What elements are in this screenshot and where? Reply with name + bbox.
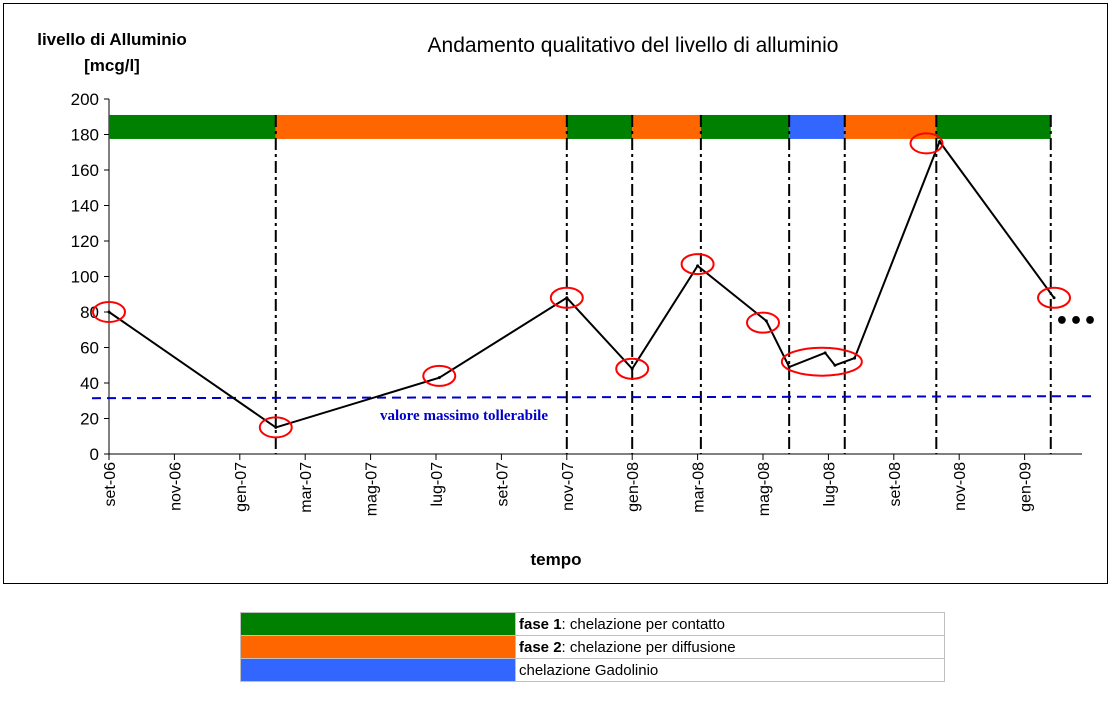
data-point xyxy=(823,351,827,355)
data-point xyxy=(437,376,441,380)
legend-row: fase 2: chelazione per diffusione xyxy=(240,635,945,659)
legend-row: chelazione Gadolinio xyxy=(240,658,945,682)
data-point xyxy=(630,367,634,371)
legend-row: fase 1: chelazione per contatto xyxy=(240,612,945,636)
y-tick-label: 100 xyxy=(71,268,99,287)
y-tick-label: 120 xyxy=(71,232,99,251)
x-tick-label: lug-08 xyxy=(821,462,838,507)
data-point xyxy=(853,356,857,360)
highlight-circle xyxy=(549,286,584,309)
highlight-circle xyxy=(422,364,457,387)
legend-swatch xyxy=(240,635,516,659)
phase-band-fase2 xyxy=(632,114,701,139)
phase-legend: fase 1: chelazione per contatto fase 2: c… xyxy=(240,612,945,682)
x-tick-label: set-06 xyxy=(102,462,119,507)
x-tick-label: gen-09 xyxy=(1018,462,1035,512)
continuation-marker: ••• xyxy=(1055,309,1097,334)
series-line xyxy=(108,139,1055,429)
data-point xyxy=(696,264,700,268)
data-point xyxy=(107,310,111,314)
data-point xyxy=(1052,296,1056,300)
data-point xyxy=(787,365,791,369)
data-point xyxy=(764,319,768,323)
highlight-circle xyxy=(680,253,715,276)
legend-label: fase 2: chelazione per diffusione xyxy=(515,635,945,659)
legend-label-text: chelazione Gadolinio xyxy=(519,661,659,679)
phase-band-fase1 xyxy=(109,114,276,139)
y-tick-label: 180 xyxy=(71,126,99,145)
highlight-circle xyxy=(1037,286,1072,309)
legend-label-bold: fase 1 xyxy=(519,615,562,633)
highlight-circle xyxy=(780,346,863,377)
y-tick-label: 60 xyxy=(80,339,99,358)
x-tick-label: lug-07 xyxy=(429,462,446,507)
legend-swatch xyxy=(240,612,516,636)
highlight-circle xyxy=(909,132,944,155)
y-tick-label: 0 xyxy=(90,445,99,464)
phase-band-gadolinio xyxy=(789,114,845,139)
phase-band-fase1 xyxy=(566,114,633,139)
phase-band-fase1 xyxy=(936,114,1051,139)
x-tick-label: nov-08 xyxy=(952,462,969,511)
highlight-circle xyxy=(92,301,126,323)
highlight-circle xyxy=(746,311,780,334)
highlight-circle xyxy=(258,416,293,439)
phase-band-fase2 xyxy=(275,114,567,139)
y-tick-label: 20 xyxy=(80,410,99,429)
x-tick-label: mag-08 xyxy=(756,462,773,516)
legend-label-text: : chelazione per contatto xyxy=(561,615,725,633)
data-point xyxy=(833,363,837,367)
legend-label-text: : chelazione per diffusione xyxy=(561,638,736,656)
x-tick-label: nov-06 xyxy=(167,462,184,511)
y-tick-label: 160 xyxy=(71,161,99,180)
data-point xyxy=(274,425,278,429)
y-tick-label: 140 xyxy=(71,197,99,216)
y-axis-unit: [mcg/l] xyxy=(84,56,140,75)
x-tick-label: nov-07 xyxy=(560,462,577,511)
x-tick-label: gen-07 xyxy=(233,462,250,512)
chart-title: Andamento qualitativo del livello di all… xyxy=(428,34,839,57)
data-point xyxy=(565,296,569,300)
threshold-line xyxy=(91,395,1093,400)
chart-frame: Andamento qualitativo del livello di all… xyxy=(3,3,1108,584)
threshold-label: valore massimo tollerabile xyxy=(380,408,548,424)
phase-band-fase1 xyxy=(700,114,790,139)
highlight-circle xyxy=(615,357,650,380)
x-tick-label: gen-08 xyxy=(625,462,642,512)
legend-label: fase 1: chelazione per contatto xyxy=(515,612,945,636)
data-point xyxy=(938,140,942,144)
y-tick-label: 200 xyxy=(71,90,99,109)
phase-band-fase2 xyxy=(844,114,937,139)
legend-swatch xyxy=(240,658,516,682)
x-tick-label: mag-07 xyxy=(364,462,381,516)
legend-label-bold: fase 2 xyxy=(519,638,562,656)
y-tick-label: 40 xyxy=(80,374,99,393)
legend-label: chelazione Gadolinio xyxy=(515,658,945,682)
x-tick-label: mar-08 xyxy=(691,462,708,513)
y-axis-title: livello di Alluminio xyxy=(37,30,187,49)
x-tick-label: set-08 xyxy=(887,462,904,507)
aluminium-level-chart: Andamento qualitativo del livello di all… xyxy=(37,30,1097,569)
x-tick-label: set-07 xyxy=(494,462,511,507)
x-axis-title: tempo xyxy=(531,550,582,569)
x-tick-label: mar-07 xyxy=(298,462,315,513)
